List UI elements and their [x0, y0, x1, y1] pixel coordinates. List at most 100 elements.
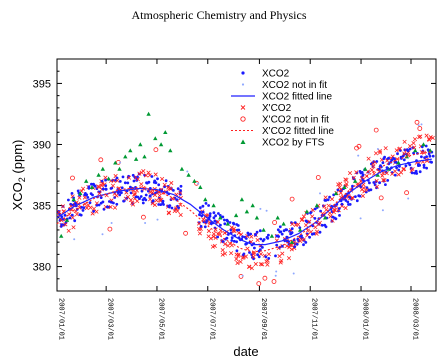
xco2-point	[230, 239, 234, 242]
xco2-point	[257, 255, 261, 259]
xco2-point	[237, 228, 241, 232]
xpco2-point	[77, 195, 82, 200]
xco2-point	[377, 167, 381, 171]
xpco2-point	[377, 148, 382, 153]
xco2-point	[422, 166, 426, 169]
fts-point	[117, 166, 122, 171]
xpco2-point	[232, 229, 237, 234]
x-tick-label: 2008/01/01	[361, 298, 369, 340]
xco2-point	[337, 207, 341, 210]
xpco2-not-in-fit-point	[378, 195, 384, 201]
xco2-point	[267, 257, 271, 260]
xpco2-point	[260, 262, 265, 267]
xco2-not-in-fit-point	[259, 207, 262, 210]
xpco2-not-in-fit-point	[289, 196, 295, 202]
xpco2-point	[229, 225, 234, 230]
xco2-point	[412, 151, 415, 155]
xco2-point	[205, 219, 209, 223]
xco2-point	[92, 209, 95, 213]
xco2-not-in-fit-point	[275, 270, 278, 273]
xpco2-point	[412, 145, 417, 150]
xco2-point	[63, 213, 67, 217]
xco2-point	[70, 192, 74, 195]
xpco2-point	[383, 146, 388, 151]
xpco2-point	[296, 222, 301, 227]
xco2-point	[87, 185, 91, 189]
xco2-point	[422, 163, 426, 167]
xpco2-point	[266, 252, 271, 257]
xpco2-not-in-fit-point	[315, 175, 321, 180]
xco2-point	[369, 188, 373, 192]
xpco2-point	[265, 262, 270, 267]
xpco2-point	[139, 182, 144, 187]
xco2-point	[157, 183, 161, 187]
xco2-point	[394, 161, 398, 164]
xpco2-point	[74, 212, 79, 217]
xco2-point	[338, 214, 341, 217]
xco2-point	[109, 200, 113, 204]
xco2-point	[164, 179, 168, 183]
x-tick-label: 2007/01/01	[57, 298, 65, 340]
fts-point	[269, 233, 275, 238]
xpco2-point	[153, 172, 158, 177]
xco2-point	[308, 235, 311, 239]
xco2-not-in-fit-point	[292, 272, 295, 275]
xco2-point	[242, 252, 246, 256]
xpco2-point	[103, 175, 108, 180]
fts-point	[146, 111, 151, 116]
xco2-point	[375, 160, 379, 163]
xco2-point	[177, 206, 181, 210]
xpco2-point	[162, 182, 167, 187]
xco2-point	[254, 233, 257, 237]
xpco2-point	[114, 193, 119, 198]
xpco2-point	[338, 187, 344, 192]
xpco2-point	[410, 167, 415, 172]
xco2-point	[368, 181, 371, 185]
xco2-point	[156, 177, 159, 181]
xco2-point	[293, 245, 297, 249]
xpco2-point	[141, 169, 146, 174]
xco2-point	[334, 217, 338, 221]
xco2-point	[277, 235, 280, 238]
xco2-not-in-fit-point	[359, 217, 362, 220]
xpco2-point	[314, 231, 319, 236]
xco2-point	[132, 179, 136, 183]
legend-label: X'CO2 fitted line	[262, 126, 334, 137]
xco2-point	[326, 198, 330, 202]
xpco2-point	[133, 192, 138, 197]
fts-point	[163, 130, 168, 134]
xco2-point	[264, 255, 268, 259]
xco2-point	[120, 186, 124, 190]
xpco2-point	[96, 184, 101, 189]
xpco2-point	[310, 214, 315, 219]
xco2-point	[295, 242, 299, 246]
xco2-point	[387, 162, 391, 166]
xco2-point	[258, 229, 262, 233]
legend-label: X'CO2	[262, 103, 292, 114]
xco2-point	[200, 214, 204, 218]
xco2-point	[344, 199, 348, 202]
xpco2-point	[280, 251, 285, 256]
xco2-point	[305, 220, 309, 224]
xco2-point	[93, 184, 97, 188]
fts-point	[211, 203, 216, 208]
xpco2-point	[418, 134, 423, 139]
xco2-point	[201, 204, 205, 208]
xpco2-point	[258, 251, 263, 257]
xco2-point	[147, 180, 151, 184]
xpco2-point	[338, 181, 343, 186]
xco2-point	[253, 246, 256, 250]
xpco2-point	[394, 148, 399, 153]
xco2-not-in-fit-point	[357, 154, 360, 157]
xco2-point	[386, 179, 390, 182]
xco2-point	[280, 232, 284, 236]
xco2-point	[99, 196, 103, 200]
xco2-point	[354, 195, 357, 199]
xco2-point	[424, 144, 428, 148]
xco2-point	[144, 198, 148, 202]
xpco2-point	[249, 266, 254, 271]
xpco2-point	[66, 228, 71, 233]
xco2-point	[355, 199, 359, 203]
xpco2-point	[374, 178, 379, 183]
